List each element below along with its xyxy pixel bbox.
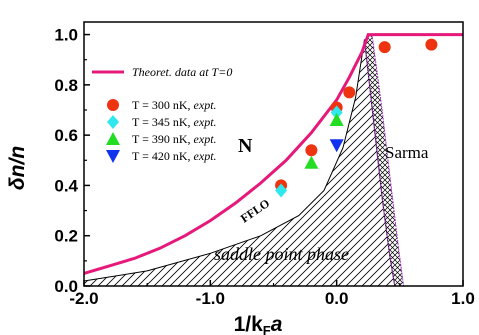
data-point [378,41,391,54]
data-point [329,113,344,127]
annotation-n: N [238,135,253,157]
y-tick-label: 0.8 [54,76,78,95]
legend-label: T = 390 nK, expt. [132,132,217,146]
y-tick-label: 1.0 [54,26,78,45]
legend-marker [107,115,119,129]
annotation-sarma: Sarma [385,143,429,162]
x-axis-title-main: 1/k [234,313,264,335]
y-tick-label: 0.6 [54,126,78,145]
y-axis-title: δn/n [6,146,29,190]
legend-series: T = 300 nK, expt. T = 345 nK, expt. T = 39… [106,98,217,163]
legend: Theoret. data at T=0 T = 300 nK, expt.T … [92,65,232,163]
annotation-fflo: FFLO [238,196,272,226]
annotation-saddle: saddle point phase [214,244,349,264]
x-axis-title: 1/kFa [234,313,283,335]
x-tick-label: 1.0 [451,289,475,308]
y-tick-label: 0.2 [54,227,78,246]
data-point [425,38,438,51]
x-tick-label: -1.0 [196,289,225,308]
legend-label: T = 300 nK, expt. [132,98,217,112]
data-point [329,139,344,153]
x-axis-title-tail: a [271,313,283,335]
y-tick-label: 0.4 [54,176,78,195]
axis-ticks: -2.0 -1.0 0.0 1.0 0.0 0.2 0.4 0.6 0.8 1.0 [54,26,474,308]
legend-marker [107,99,119,111]
data-point [275,183,288,198]
legend-marker [106,150,120,163]
data-point [343,86,356,99]
theory-line [83,33,463,275]
legend-label: T = 345 nK, expt. [132,115,217,129]
legend-theory-label: Theoret. data at T=0 [132,65,232,79]
data-point [305,144,318,157]
legend-label: T = 420 nK, expt. [132,149,217,163]
x-axis-title-sub: F [263,323,271,335]
x-tick-label: -2.0 [69,289,98,308]
legend-marker [106,132,120,145]
data-point [330,105,343,120]
data-point [304,155,319,169]
x-tick-label: 0.0 [325,289,349,308]
data-points [275,38,438,198]
y-tick-label: 0.0 [54,277,78,296]
